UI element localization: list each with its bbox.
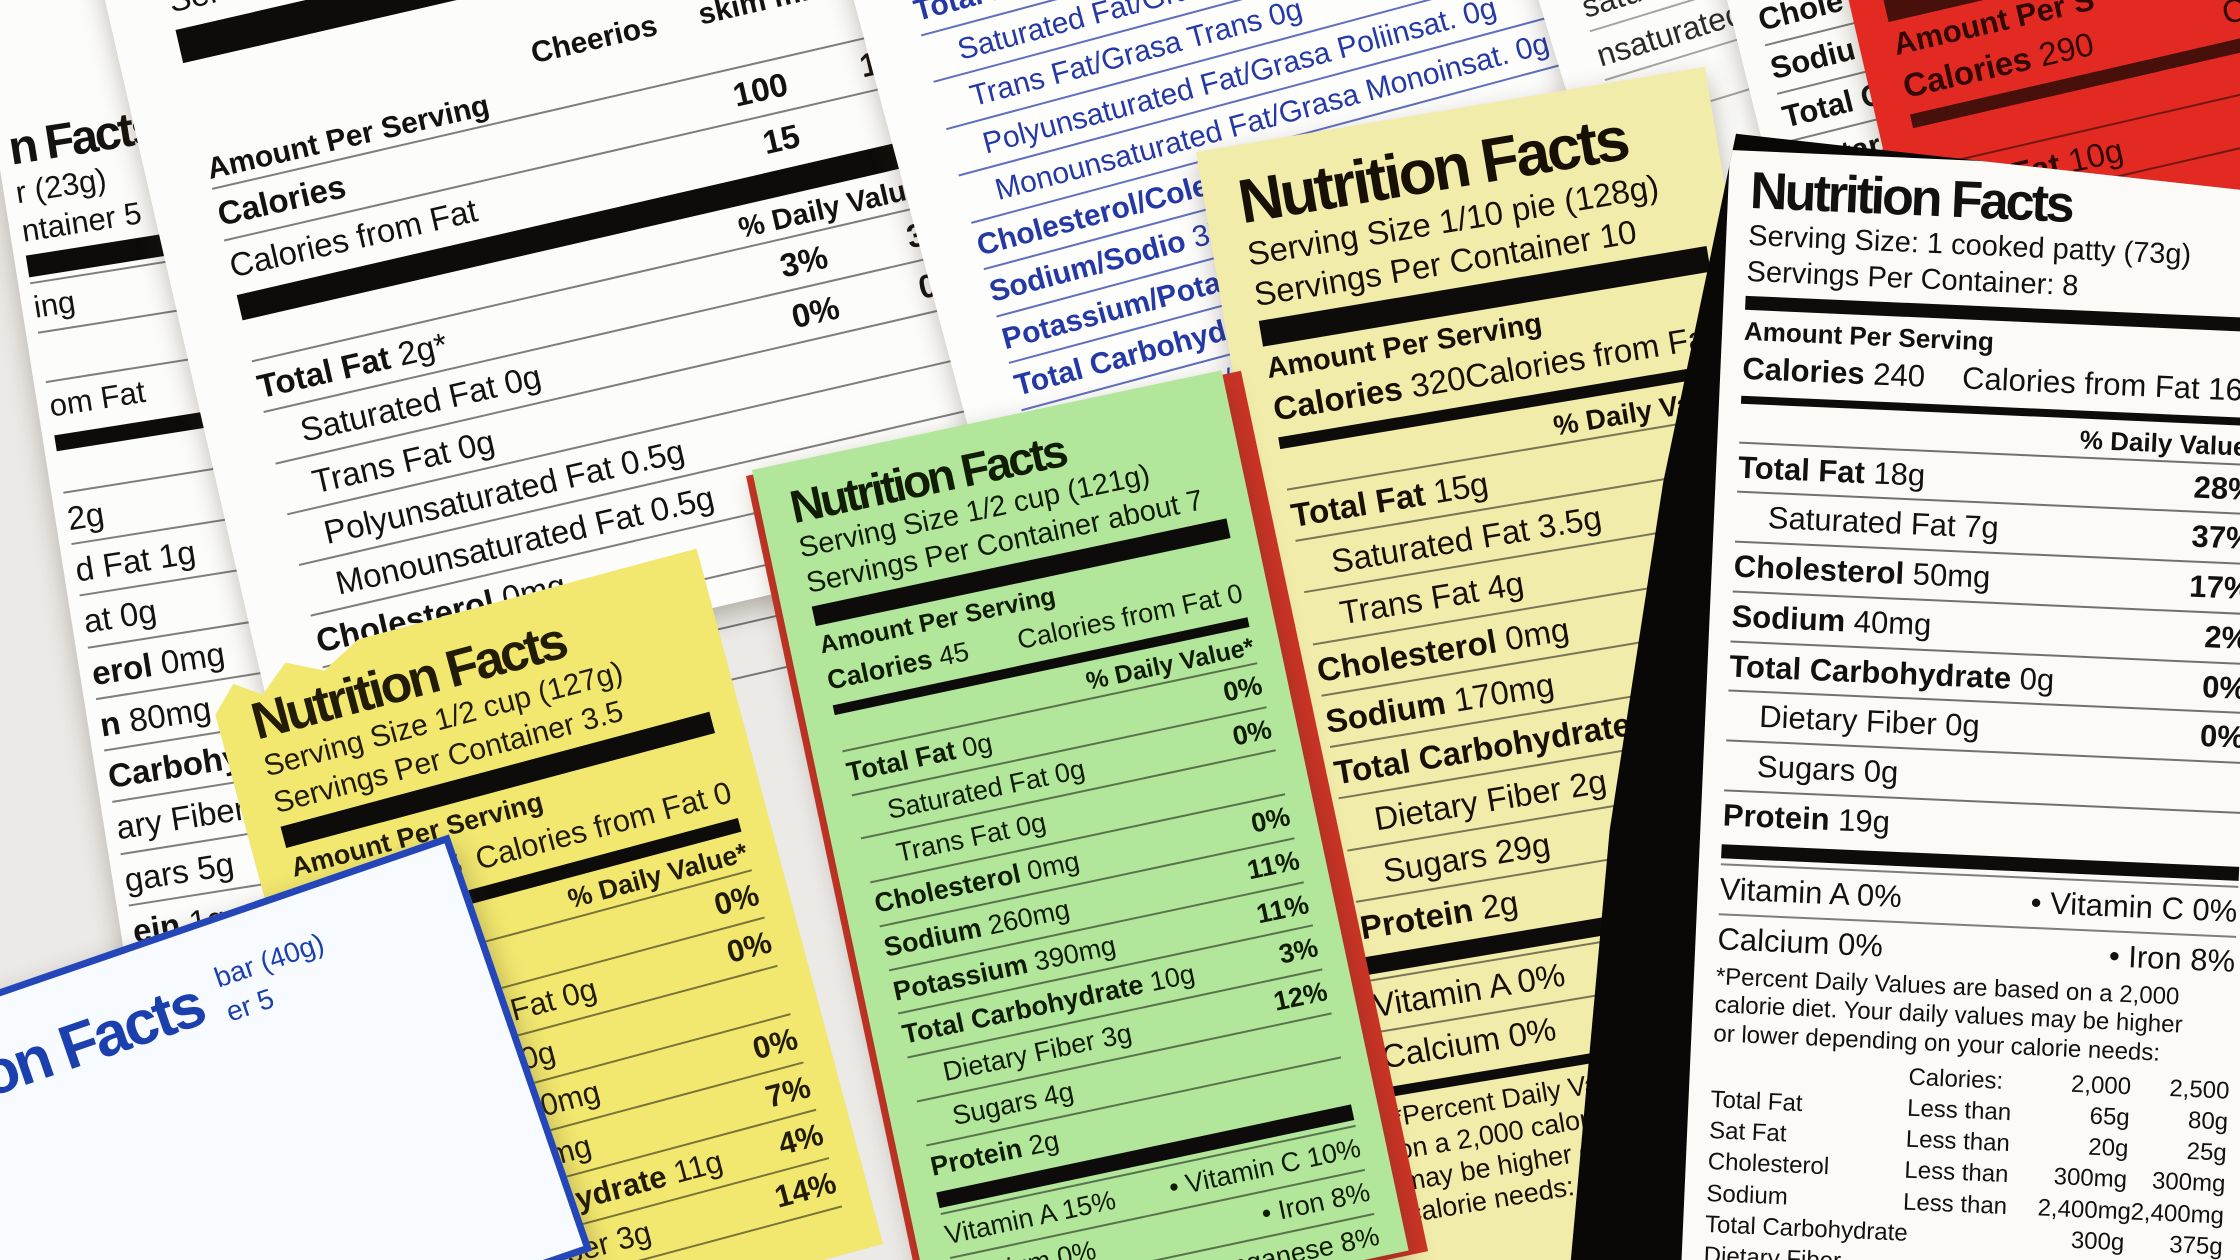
- daily-values-cell: 2,400mg: [2037, 1194, 2132, 1226]
- nutrient-amount: 50mg: [1903, 556, 1992, 595]
- calories-label: Calories: [1741, 350, 1866, 392]
- vitamin-right: • Iron 8%: [2108, 937, 2236, 979]
- black-label-inner: Nutrition Facts Serving Size: 1 cooked pa…: [1669, 150, 2240, 1260]
- nutrient-amount: 2g*: [385, 325, 451, 375]
- nutrient-amount: 2g: [1469, 883, 1521, 928]
- nutrient-amount: 11g: [661, 1143, 727, 1193]
- serving-lines: bar (40g) er 5: [210, 925, 341, 1031]
- nutrient-amount: 0mg: [1017, 846, 1083, 888]
- nutrient-amount: 0mg: [148, 634, 228, 683]
- nutrient-amount: at 0g: [80, 592, 160, 641]
- daily-values-cell: 2,000: [2070, 1070, 2132, 1101]
- nutrient-name-bold: erol: [89, 645, 155, 692]
- nutrient-amount: 0mg: [1493, 610, 1572, 659]
- nutrient-amount: 15g: [1421, 464, 1491, 512]
- daily-value-percent: 37%: [2190, 518, 2240, 557]
- calories-from-fat: Calories fro: [2218, 0, 2240, 32]
- nutrient-name-bold: Protein: [1722, 797, 1831, 837]
- daily-values-cell: 80g: [2187, 1107, 2229, 1136]
- nutrient-name-bold: Protein: [1357, 890, 1476, 947]
- nutrient-name-bold: Total Carbohydrate: [1728, 648, 2012, 696]
- nutrient-amount: ing: [31, 284, 78, 326]
- vitamin-left: Vitamin A 0%: [1719, 870, 1903, 914]
- calories-left: Calories 240: [1742, 351, 1926, 395]
- daily-values-cell: 20g: [2087, 1133, 2129, 1163]
- nutrient-amount: 40mg: [1844, 603, 1933, 642]
- calories-from-fat: Calories from Fat 160: [1961, 360, 2240, 409]
- daily-value-percent: 0%: [2201, 668, 2240, 706]
- nutrient-amount: 0g: [951, 727, 995, 765]
- daily-values-cell: 2,400mg: [2130, 1198, 2225, 1230]
- nutrient-amount: 19g: [1828, 801, 1891, 840]
- nutrient-amount: 80mg: [117, 689, 214, 741]
- daily-values-cell: 65g: [2089, 1102, 2131, 1132]
- nutrient-amount: 2g: [64, 494, 107, 538]
- calories-value: 45: [928, 635, 972, 674]
- daily-value-percent: 28%: [2192, 469, 2240, 507]
- black-label-white-panel: Nutrition Facts Serving Size: 1 cooked pa…: [1677, 150, 2240, 1260]
- nutrient-name-bold: Total Fat: [1737, 449, 1866, 490]
- nutrient-name-bold: Sodium: [1730, 598, 1847, 639]
- label-title: ion Facts: [0, 970, 212, 1116]
- nutrient-amount: om Fat: [46, 373, 148, 424]
- daily-values-cell: 25g: [2186, 1138, 2228, 1167]
- nutrient-amount: 18g: [1864, 454, 1926, 493]
- daily-value-percent: 2%: [2203, 618, 2240, 656]
- nutrient-amount: Sugars 0g: [1756, 748, 1900, 790]
- daily-values-table: Calories: 2,000 2,500 Total Fat Less than 65g…: [1703, 1053, 2230, 1260]
- daily-value-percent: 0%: [2199, 718, 2240, 756]
- calories-value: 240: [1863, 356, 1926, 394]
- nutrient-amount: 10g: [1139, 958, 1198, 1000]
- daily-values-cell: 375g: [2168, 1231, 2224, 1260]
- nutrient-name-bold: Cholesterol: [1733, 548, 1905, 592]
- daily-values-cell: 300mg: [2053, 1163, 2128, 1194]
- vitamin-right: • Vitamin C 0%: [2030, 884, 2239, 929]
- nutrient-amount: Dietary Fiber 0g: [1758, 699, 1981, 744]
- title-and-serving: ion Facts bar (40g) er 5: [0, 886, 454, 1118]
- nutrient-amount: 0g: [2010, 660, 2055, 698]
- daily-values-cell: 300mg: [2151, 1167, 2226, 1199]
- vitamin-left: Calcium 0%: [1716, 920, 1884, 963]
- daily-value-percent: 17%: [2188, 568, 2240, 607]
- daily-values-cell: 2,500: [2168, 1074, 2231, 1105]
- daily-values-cell: 300g: [2070, 1226, 2125, 1257]
- calories-value: 320: [1398, 358, 1469, 406]
- nutrient-name-bold: Protein: [927, 1132, 1025, 1182]
- nutrient-amount: Saturated Fat 7g: [1767, 500, 2000, 546]
- nutrient-amount: 2g: [1018, 1124, 1062, 1163]
